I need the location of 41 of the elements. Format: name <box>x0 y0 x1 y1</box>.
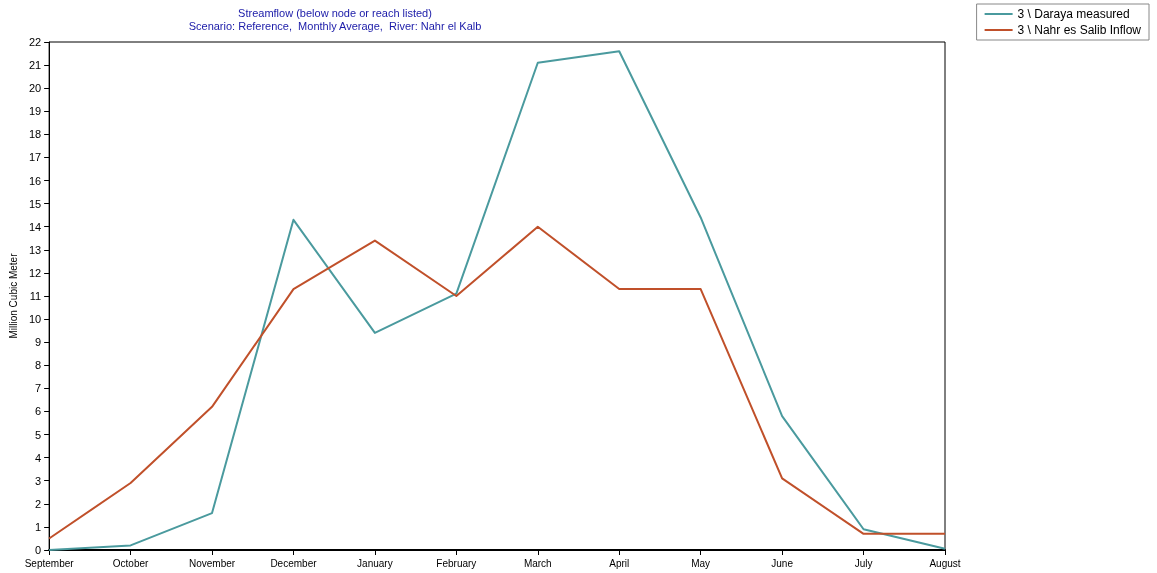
legend-label: 3 \ Daraya measured <box>1017 7 1130 21</box>
y-tick-label: 16 <box>28 174 42 187</box>
y-tick-label: 11 <box>29 290 42 302</box>
y-tick-label: 13 <box>28 243 42 256</box>
y-tick-label: 14 <box>28 220 42 233</box>
x-tick-label: July <box>854 557 873 569</box>
y-tick-label: 15 <box>28 197 42 210</box>
x-tick-label: March <box>523 557 552 569</box>
y-tick-label: 17 <box>28 151 42 164</box>
x-tick-label: December <box>270 557 318 569</box>
y-tick-label: 0 <box>35 544 42 556</box>
y-tick-label: 20 <box>28 82 42 95</box>
y-tick-label: 21 <box>28 59 42 72</box>
legend-label: 3 \ Nahr es Salib Inflow <box>1017 23 1142 37</box>
y-tick-label: 1 <box>35 520 42 533</box>
y-axis-title: Million Cubic Meter <box>7 252 19 339</box>
x-tick-label: September <box>24 557 75 569</box>
x-tick-label: January <box>357 557 393 569</box>
x-tick-label: April <box>609 557 630 569</box>
y-tick-label: 2 <box>35 497 42 510</box>
y-tick-label: 6 <box>35 405 42 418</box>
y-tick-label: 10 <box>28 313 42 326</box>
y-tick-label: 9 <box>35 336 42 349</box>
chart-title: Streamflow (below node or reach listed) <box>238 6 432 19</box>
y-tick-label: 4 <box>35 451 42 464</box>
x-tick-label: August <box>929 557 961 569</box>
x-tick-label: May <box>691 557 711 569</box>
y-tick-label: 5 <box>35 428 42 441</box>
y-tick-label: 12 <box>28 266 42 279</box>
chart-subtitle: Scenario: Reference, Monthly Average, River: Nahr el Kalb <box>188 19 482 32</box>
y-tick-label: 19 <box>28 105 42 118</box>
x-tick-label: October <box>112 557 150 569</box>
x-tick-label: June <box>771 557 794 569</box>
y-tick-label: 8 <box>35 359 42 372</box>
x-tick-label: February <box>436 557 477 569</box>
y-tick-label: 3 <box>35 474 42 487</box>
y-tick-label: 7 <box>35 382 42 395</box>
x-tick-label: November <box>188 557 236 569</box>
y-tick-label: 22 <box>28 36 42 48</box>
line-series <box>48 225 946 540</box>
y-tick-label: 18 <box>28 128 42 141</box>
